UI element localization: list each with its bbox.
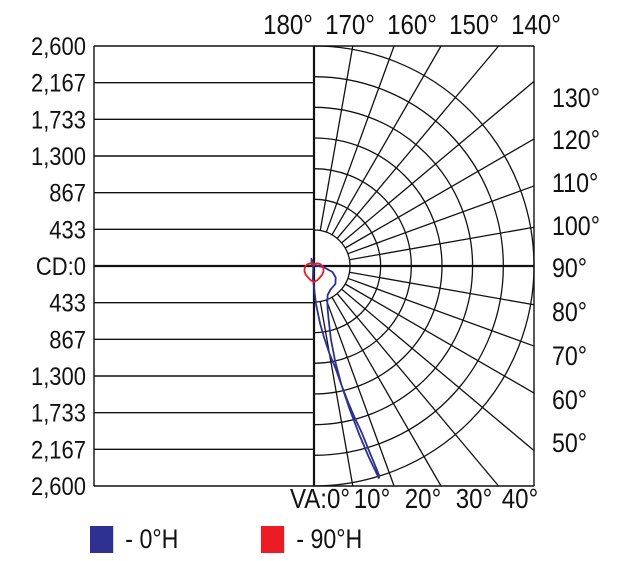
candela-tick-label: CD:0 — [36, 253, 86, 281]
angle-label-right: 90° — [552, 253, 587, 283]
legend-label-90h: - 90°H — [296, 523, 363, 554]
angle-label-bottom: 40° — [502, 482, 538, 514]
legend-swatch-90h — [261, 525, 285, 553]
angle-label-top: 180° — [263, 8, 313, 40]
angle-label-bottom: 30° — [456, 482, 492, 514]
grid-spoke — [344, 283, 535, 394]
angle-label-right: 110° — [552, 168, 598, 198]
grid-spoke — [336, 293, 500, 487]
angle-label-right: 120° — [552, 125, 600, 155]
angle-label-right: 50° — [552, 428, 587, 458]
candela-tick-label: 2,600 — [31, 473, 86, 501]
series-curve-90h — [303, 262, 325, 283]
candela-tick-label: 433 — [49, 289, 86, 317]
candela-tick-label: 2,167 — [31, 436, 86, 464]
legend-label-0h: - 0°H — [125, 523, 179, 554]
grid-spoke — [341, 80, 535, 244]
angle-label-right: 80° — [552, 297, 587, 327]
angle-label-bottom: VA:0° — [290, 482, 350, 514]
angle-label-bottom: 10° — [354, 482, 390, 514]
angle-label-right: 100° — [552, 211, 600, 241]
legend-swatch-0h — [90, 525, 114, 553]
angle-label-top: 170° — [325, 8, 375, 40]
grid-spoke — [349, 271, 535, 306]
legend-item-90h: - 90°H — [261, 524, 362, 554]
grid-spoke — [341, 288, 535, 452]
candela-tick-label: 1,733 — [31, 106, 86, 134]
candela-tick-label: 1,733 — [31, 399, 86, 427]
legend-item-0h: - 0°H — [90, 524, 178, 554]
angle-label-right: 60° — [552, 385, 587, 415]
angle-label-right: 70° — [552, 341, 587, 371]
grid-spoke — [319, 301, 354, 487]
grid-spoke — [325, 45, 395, 233]
grid-spoke — [347, 277, 535, 347]
angle-label-bottom: 20° — [405, 482, 441, 514]
grid-spoke — [325, 299, 395, 487]
candela-tick-label: 433 — [49, 216, 86, 244]
angle-label-top: 150° — [449, 8, 499, 40]
grid-spoke — [331, 296, 442, 487]
grid-spoke — [336, 45, 500, 239]
angle-label-top: 160° — [387, 8, 437, 40]
angle-label-right: 130° — [552, 83, 600, 113]
candela-tick-label: 2,600 — [31, 33, 86, 61]
candela-tick-label: 1,300 — [31, 363, 86, 391]
grid-spoke — [349, 226, 535, 261]
candela-tick-label: 2,167 — [31, 69, 86, 97]
candela-tick-label: 867 — [49, 326, 86, 354]
candela-tick-label: 867 — [49, 179, 86, 207]
candela-tick-label: 1,300 — [31, 143, 86, 171]
grid-spoke — [319, 45, 354, 231]
grid-spoke — [344, 138, 535, 249]
grid-arc-inner — [313, 229, 351, 303]
grid-spoke — [347, 185, 535, 255]
grid-spoke — [331, 45, 442, 236]
angle-label-top: 140° — [511, 8, 561, 40]
